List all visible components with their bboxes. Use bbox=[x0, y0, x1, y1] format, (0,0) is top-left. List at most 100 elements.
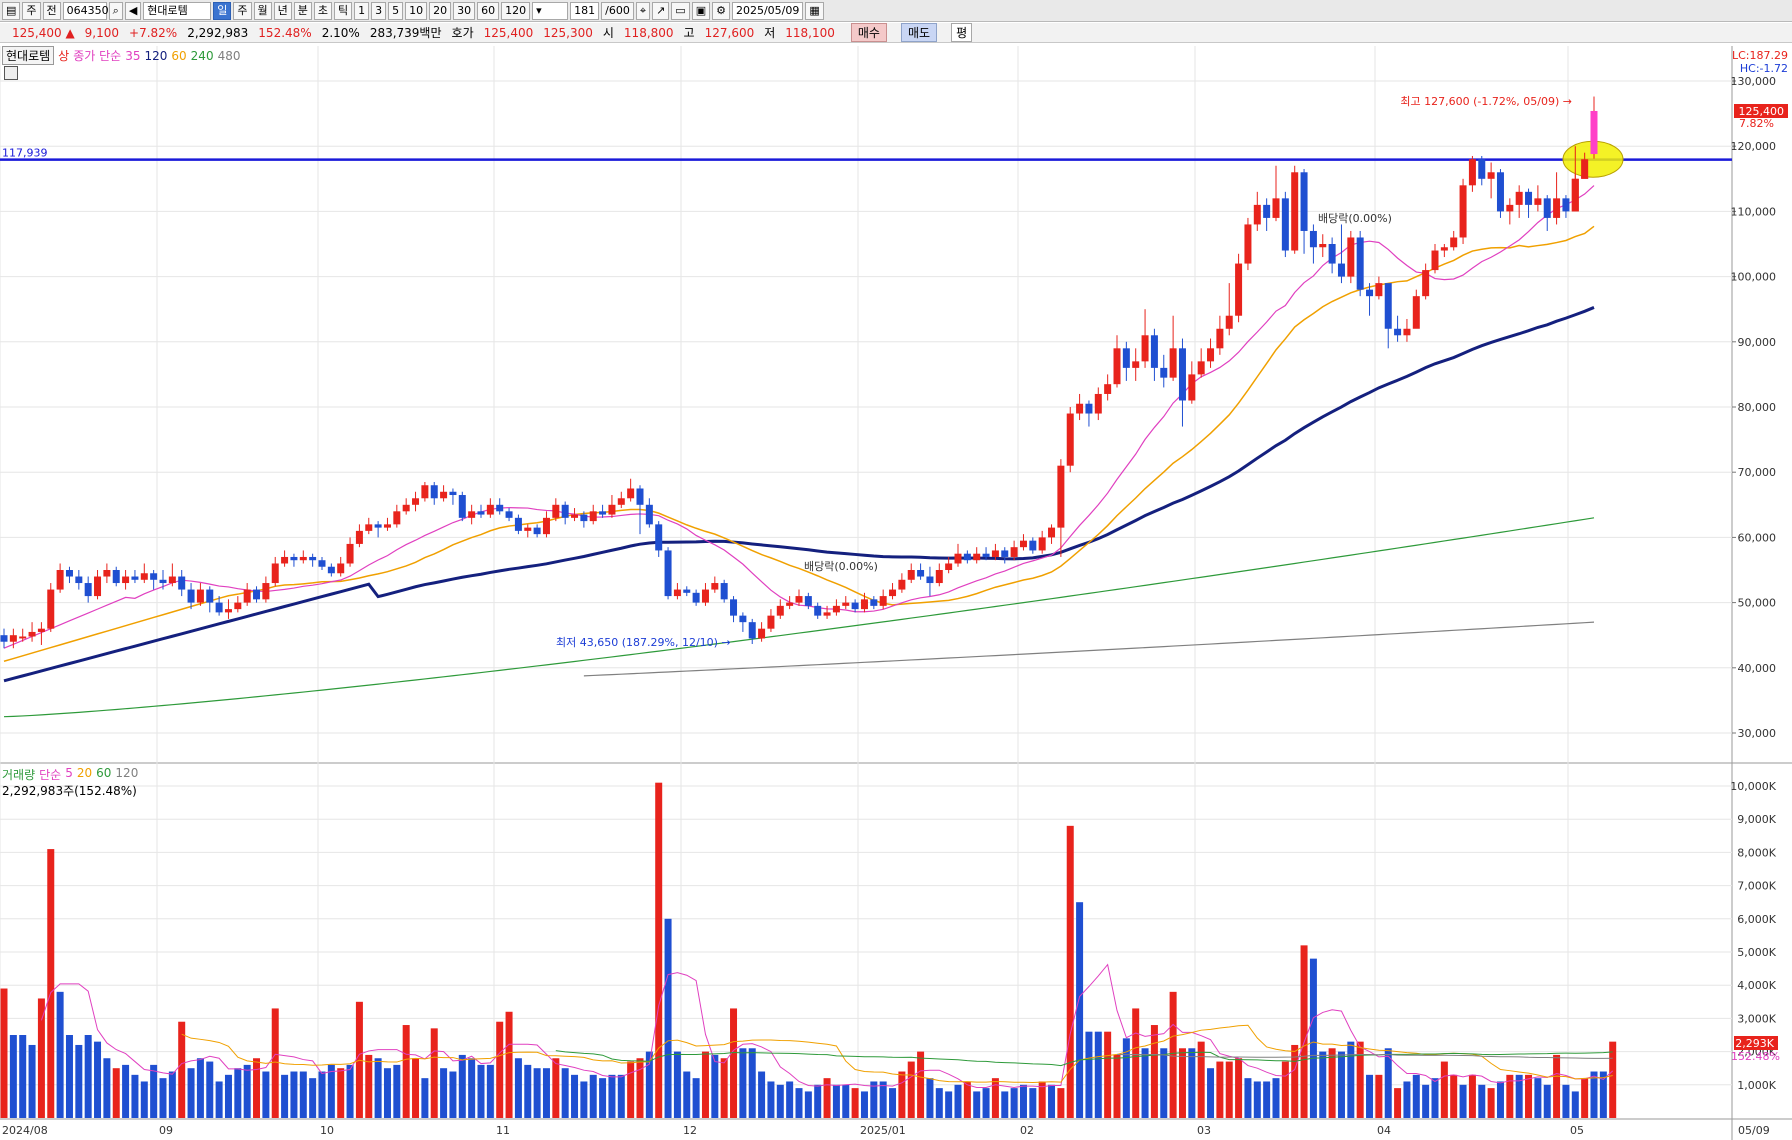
interval-20[interactable]: 20 bbox=[429, 1, 452, 20]
candle-body bbox=[617, 498, 625, 505]
stock-code-input[interactable]: 064350 bbox=[62, 1, 109, 20]
candle-body bbox=[814, 605, 822, 616]
volume-bar bbox=[1066, 825, 1074, 1118]
x-axis-label: 05 bbox=[1570, 1124, 1584, 1137]
interval-120[interactable]: 120 bbox=[501, 1, 531, 20]
search-icon[interactable]: ⌕ bbox=[108, 1, 123, 20]
volume-bar bbox=[823, 1078, 831, 1118]
volume-bar bbox=[804, 1091, 812, 1118]
bar-count-max: /600 bbox=[601, 1, 634, 20]
volume-bar bbox=[664, 918, 672, 1118]
candle-body bbox=[1309, 230, 1317, 248]
volume-bar bbox=[748, 1048, 756, 1118]
vlegend-type: 단순 bbox=[39, 768, 62, 782]
tab-year[interactable]: 년 bbox=[273, 1, 292, 20]
interval-3[interactable]: 3 bbox=[371, 1, 387, 20]
volume-bar bbox=[739, 1048, 747, 1118]
volume-bar bbox=[907, 1061, 915, 1118]
candle-body bbox=[860, 599, 868, 610]
market-select[interactable]: 주 bbox=[22, 1, 41, 20]
grid-icon[interactable] bbox=[4, 66, 18, 80]
save-icon[interactable]: ▣ bbox=[691, 1, 711, 20]
candle-body bbox=[767, 615, 775, 629]
volume-bar bbox=[1412, 1074, 1420, 1118]
price-tick-label: 120,000 bbox=[1731, 140, 1777, 153]
candle-body bbox=[383, 524, 391, 528]
candle-body bbox=[1515, 191, 1523, 205]
candle-body bbox=[1300, 172, 1308, 231]
print-icon[interactable]: ▭ bbox=[671, 1, 690, 20]
volume-bar bbox=[84, 1035, 92, 1118]
candle-body bbox=[477, 511, 485, 515]
candle-body bbox=[991, 550, 999, 557]
candle-body bbox=[168, 576, 176, 584]
tab-tick[interactable]: 틱 bbox=[334, 1, 353, 20]
volume-bar bbox=[711, 1054, 719, 1118]
volume-bar bbox=[627, 1061, 635, 1118]
crosshair-icon[interactable]: ⌖ bbox=[635, 1, 651, 20]
volume-bar bbox=[1188, 1048, 1196, 1118]
candle-body bbox=[19, 636, 27, 639]
tab-second[interactable]: 초 bbox=[313, 1, 333, 20]
candle-body bbox=[533, 527, 541, 535]
volume-bar bbox=[1300, 945, 1308, 1118]
bar-count-input[interactable]: 181 bbox=[570, 1, 600, 20]
interval-30[interactable]: 30 bbox=[453, 1, 476, 20]
candle-body bbox=[440, 491, 448, 499]
candle-body bbox=[1534, 198, 1542, 205]
tab-week[interactable]: 주 bbox=[233, 1, 252, 20]
volume-bar bbox=[112, 1068, 120, 1118]
interval-60[interactable]: 60 bbox=[477, 1, 500, 20]
candle-body bbox=[1337, 263, 1345, 277]
volume-bar bbox=[1001, 1091, 1009, 1118]
vol-last-label: 2,293K bbox=[1735, 1037, 1774, 1050]
candle-body bbox=[1384, 283, 1392, 329]
candle-body bbox=[0, 635, 8, 642]
volume-tick-label: 9,000K bbox=[1737, 813, 1776, 826]
volume-bar bbox=[991, 1078, 999, 1118]
volume-bar bbox=[636, 1058, 644, 1118]
interval-10[interactable]: 10 bbox=[405, 1, 428, 20]
candle-body bbox=[1188, 374, 1196, 401]
period-prev[interactable]: 전 bbox=[42, 1, 61, 20]
tab-day[interactable]: 일 bbox=[213, 1, 232, 20]
volume-bar bbox=[224, 1074, 232, 1118]
buy-button[interactable]: 매수 bbox=[850, 23, 887, 42]
volume-bar bbox=[421, 1078, 429, 1118]
low-annotation: 최저 43,650 (187.29%, 12/10) → bbox=[556, 636, 731, 649]
volume-bar bbox=[1487, 1088, 1495, 1118]
speaker-icon[interactable]: ◀ bbox=[124, 1, 142, 20]
candle-body bbox=[683, 589, 691, 593]
candle-body bbox=[804, 596, 812, 606]
candle-body bbox=[1113, 348, 1121, 385]
eval-button[interactable]: 평 bbox=[951, 23, 973, 42]
calendar-icon[interactable]: ▦ bbox=[805, 1, 824, 20]
date-field[interactable]: 2025/05/09 bbox=[731, 1, 804, 20]
line-tool-icon[interactable]: ↗ bbox=[652, 1, 670, 20]
volume-bar bbox=[56, 991, 64, 1118]
volume-bar bbox=[1571, 1091, 1579, 1118]
volume-bar bbox=[393, 1064, 401, 1118]
candle-body bbox=[1038, 537, 1046, 551]
volume-bar bbox=[926, 1078, 934, 1118]
candle-body bbox=[552, 504, 560, 518]
candle-body bbox=[907, 570, 915, 580]
interval-1[interactable]: 1 bbox=[354, 1, 370, 20]
sell-button[interactable]: 매도 bbox=[900, 23, 938, 42]
candle-body bbox=[393, 511, 401, 525]
candle-body bbox=[150, 573, 158, 580]
price-volume-chart[interactable]: 130,000 120,000 110,000 100,000 90,000 80,000… bbox=[0, 44, 1792, 1140]
interval-5[interactable]: 5 bbox=[388, 1, 404, 20]
candle-body bbox=[879, 596, 887, 606]
volume-bar bbox=[1403, 1081, 1411, 1118]
stock-name-field[interactable]: 현대로템 bbox=[143, 1, 212, 20]
volume-bar bbox=[814, 1084, 822, 1118]
volume-bar bbox=[234, 1068, 242, 1118]
menu-icon[interactable]: ▤ bbox=[2, 1, 21, 20]
tab-month[interactable]: 월 bbox=[253, 1, 272, 20]
volume-bar bbox=[477, 1064, 485, 1118]
gear-icon[interactable]: ⚙ bbox=[712, 1, 730, 20]
candle-body bbox=[1169, 348, 1177, 378]
interval-dropdown[interactable]: ▾ bbox=[532, 1, 569, 20]
tab-minute[interactable]: 분 bbox=[293, 1, 312, 20]
